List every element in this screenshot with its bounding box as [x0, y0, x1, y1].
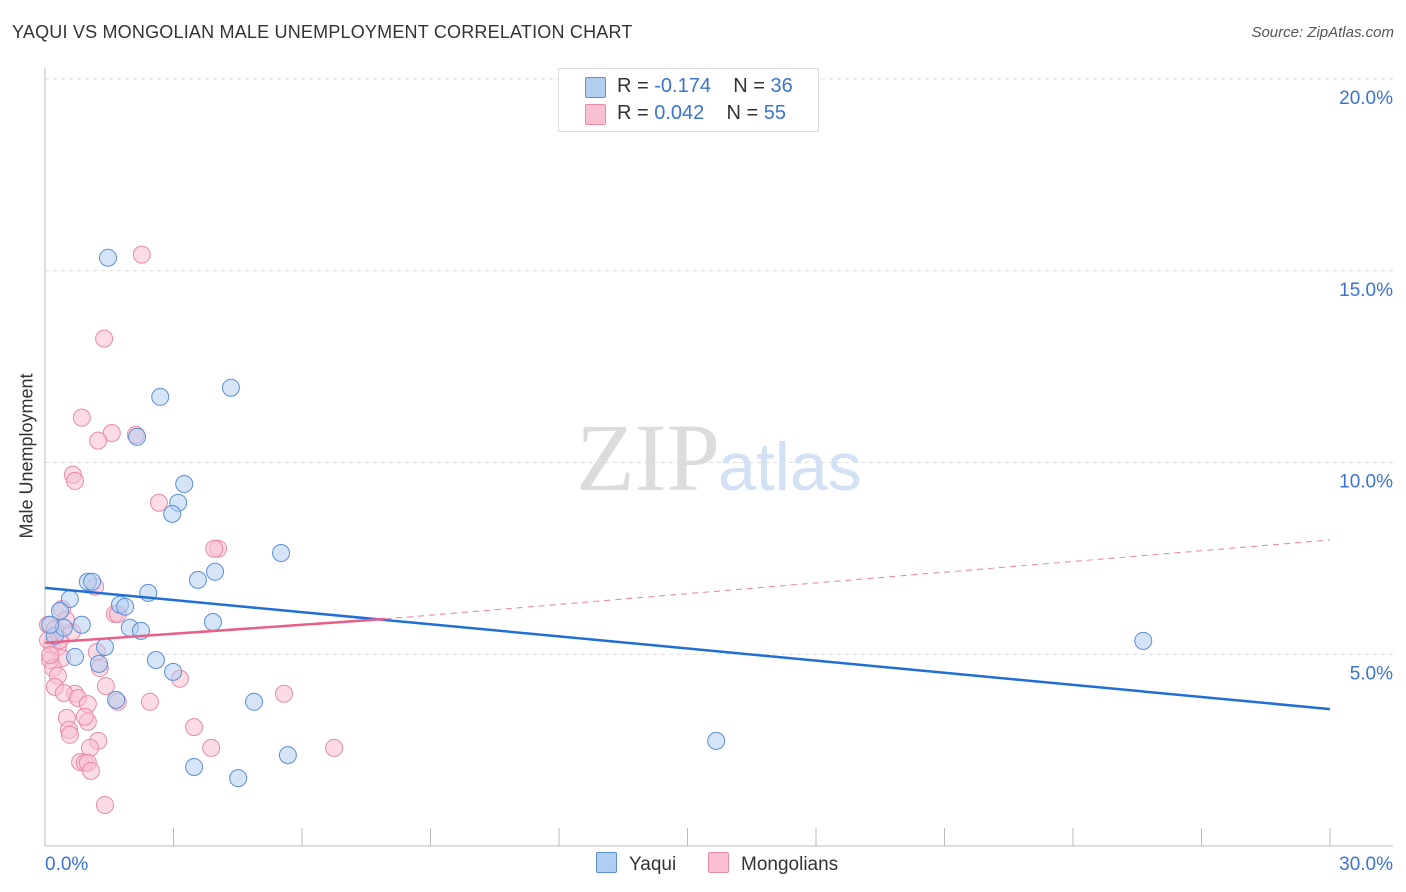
yaqui-point [272, 544, 291, 563]
yaqui-point [41, 615, 60, 634]
yaqui-swatch [596, 852, 617, 873]
mongolian-point [81, 761, 100, 780]
tick-labels: 5.0% 10.0% 15.0% 20.0% 0.0% 30.0% [45, 88, 1393, 875]
mongolian-trend-extension [385, 539, 1331, 620]
yaqui-point [206, 562, 225, 581]
mongolian-point [102, 423, 121, 442]
chart-title: YAQUI VS MONGOLIAN MALE UNEMPLOYMENT COR… [12, 22, 633, 42]
n-label: N = [726, 102, 759, 124]
y-tick-label: 5.0% [1350, 663, 1393, 684]
mongolian-point [95, 329, 114, 348]
yaqui-point [89, 654, 108, 673]
stats-legend: R = -0.174 N = 36 R = 0.042 N = 55 [558, 68, 819, 132]
mongolian-point [132, 245, 151, 264]
yaqui-point [203, 613, 222, 632]
n-label: N = [733, 75, 765, 97]
yaqui-point [175, 474, 194, 493]
r-label: R = [617, 102, 649, 124]
r-value: 0.042 [654, 102, 705, 124]
mongolian-point [202, 738, 221, 757]
n-value: 36 [770, 75, 793, 97]
mongolian-point [75, 707, 94, 726]
yaqui-point [707, 731, 726, 750]
yaqui-point [72, 615, 91, 634]
mongolian-point [65, 471, 84, 490]
y-tick-label: 20.0% [1339, 88, 1393, 109]
yaqui-point [50, 601, 69, 620]
yaqui-trend-line [44, 586, 1331, 711]
yaqui-point [1134, 631, 1153, 650]
yaqui-point [229, 769, 248, 788]
grid [45, 78, 1393, 655]
mongolian-point [149, 493, 168, 512]
yaqui-point [163, 504, 182, 523]
mongolian-point [72, 408, 91, 427]
mongolians-swatch [585, 104, 606, 125]
yaqui-point [146, 651, 165, 670]
yaqui-point [221, 378, 240, 397]
x-tick-label: 0.0% [45, 854, 88, 875]
yaqui-point [278, 746, 297, 765]
mongolian-point [325, 738, 344, 757]
points [38, 245, 1153, 814]
yaqui-point [185, 757, 204, 776]
r-value: -0.174 [654, 75, 711, 97]
mongolian-point [60, 725, 79, 744]
yaqui-point [83, 572, 102, 591]
trend-lines [44, 539, 1331, 711]
source-label: Source: ZipAtlas.com [1251, 24, 1394, 41]
mongolians-swatch [708, 852, 729, 873]
y-tick-label: 15.0% [1339, 280, 1393, 301]
yaqui-point [65, 647, 84, 666]
legend-item-yaqui: Yaqui [596, 852, 676, 876]
y-tick-label: 10.0% [1339, 472, 1393, 493]
legend-item-mongolians: Mongolians [708, 852, 838, 876]
mongolian-point [140, 692, 159, 711]
yaqui-point [151, 387, 170, 406]
x-tick-label: 30.0% [1339, 854, 1393, 875]
mongolian-point [95, 795, 114, 814]
mongolian-point [185, 718, 204, 737]
mongolian-point [275, 684, 294, 703]
mongolian-point [96, 677, 115, 696]
yaqui-point [116, 597, 135, 616]
legend-label: Yaqui [629, 854, 677, 875]
mongolian-trend-line [44, 617, 386, 644]
r-label: R = [617, 75, 649, 97]
legend-label: Mongolians [741, 854, 839, 875]
yaqui-point [95, 637, 114, 656]
yaqui-point [107, 690, 126, 709]
yaqui-point [188, 570, 207, 589]
n-value: 55 [763, 102, 787, 124]
y-axis-label: Male Unemployment [16, 373, 37, 539]
mongolian-point [89, 431, 108, 450]
axes [44, 68, 1393, 847]
mongolian-point [41, 646, 60, 665]
yaqui-swatch [585, 77, 606, 98]
watermark-zip: ZIP [576, 404, 720, 511]
yaqui-point [128, 427, 147, 446]
yaqui-point [98, 248, 117, 267]
mongolian-point [205, 539, 224, 558]
yaqui-point [245, 692, 264, 711]
mongolian-point [80, 738, 99, 757]
watermark-atlas: atlas [718, 429, 862, 505]
yaqui-point [164, 662, 183, 681]
